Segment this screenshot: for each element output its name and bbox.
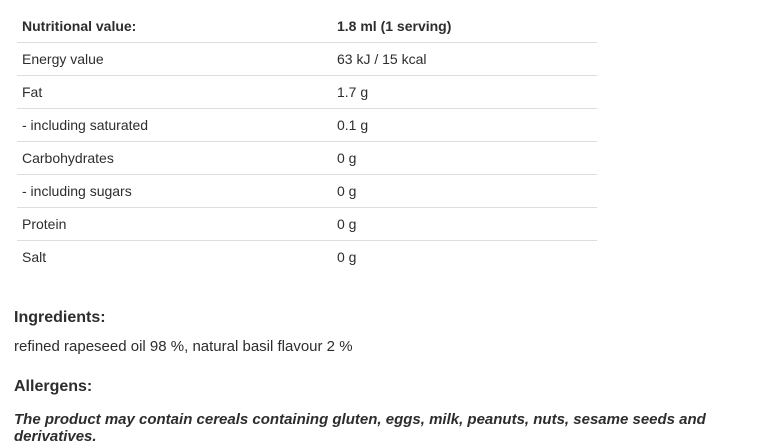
table-row: Protein 0 g [17,207,597,241]
row-label: Fat [17,75,332,109]
row-value: 0 g [332,174,597,208]
table-row: Fat 1.7 g [17,75,597,109]
row-label: Carbohydrates [17,141,332,175]
nutrition-table-header-row: Nutritional value: 1.8 ml (1 serving) [17,10,597,43]
table-row: Carbohydrates 0 g [17,141,597,175]
row-value: 0.1 g [332,108,597,142]
nutrition-header-label: Nutritional value: [17,10,332,43]
row-label: - including saturated [17,108,332,142]
ingredients-text: refined rapeseed oil 98 %, natural basil… [14,338,353,355]
table-row: Salt 0 g [17,241,597,274]
nutrition-table: Nutritional value: 1.8 ml (1 serving) En… [17,10,597,273]
row-value: 63 kJ / 15 kcal [332,42,597,76]
nutrition-header-value: 1.8 ml (1 serving) [332,10,597,43]
row-label: Salt [22,249,47,265]
row-value: 0 g [332,207,597,241]
row-label: - including sugars [17,174,332,208]
ingredients-heading: Ingredients: [14,309,106,326]
allergens-text: The product may contain cereals containi… [14,411,706,443]
row-label: Energy value [17,42,332,76]
table-row: Energy value 63 kJ / 15 kcal [17,42,597,76]
table-row: - including sugars 0 g [17,174,597,208]
row-value: 1.7 g [332,75,597,109]
row-value: 0 g [332,141,597,175]
row-value: 0 g [337,249,357,265]
table-row: - including saturated 0.1 g [17,108,597,142]
allergens-heading: Allergens: [14,378,93,395]
row-label: Protein [17,207,332,241]
